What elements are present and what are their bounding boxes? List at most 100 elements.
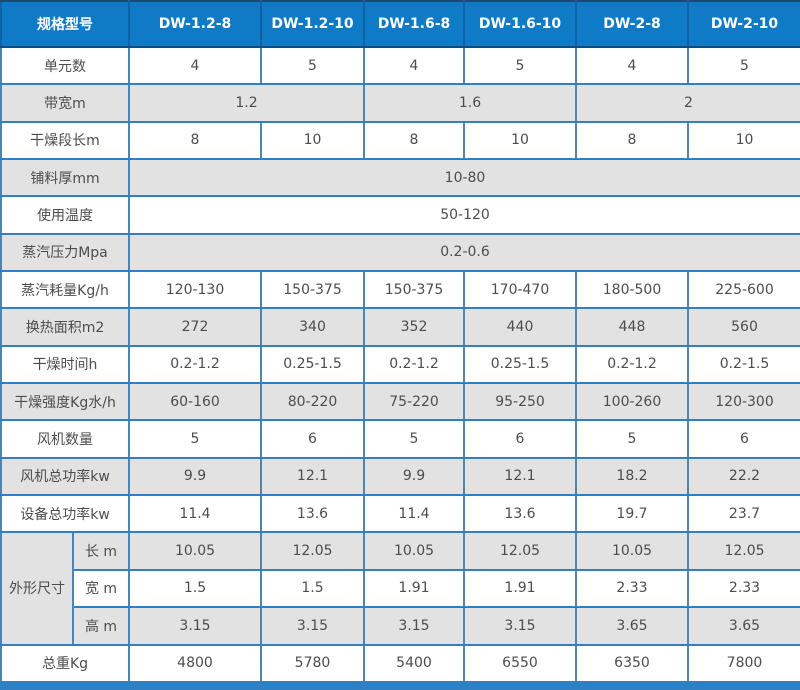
row-label: 干燥段长m bbox=[0, 120, 130, 161]
value-cell: 9.9 bbox=[128, 456, 262, 497]
value-cell: 22.2 bbox=[687, 456, 800, 497]
value-cell: 5 bbox=[463, 45, 577, 86]
row-sublabel: 高 m bbox=[72, 606, 130, 646]
row-heat-exchange-area: 换热面积m2 272 340 352 440 448 560 bbox=[0, 307, 800, 347]
value-cell: 4 bbox=[128, 45, 262, 86]
value-cell: 150-375 bbox=[260, 270, 365, 310]
value-cell: 12.1 bbox=[463, 456, 577, 497]
value-cell: 2 bbox=[575, 83, 800, 123]
value-cell: 3.15 bbox=[260, 606, 365, 646]
value-cell: 180-500 bbox=[575, 270, 689, 310]
value-cell: 75-220 bbox=[363, 382, 465, 422]
value-cell: 1.5 bbox=[128, 568, 262, 609]
header-spec-label: 规格型号 bbox=[0, 0, 130, 48]
row-label: 总重Kg bbox=[0, 643, 130, 683]
value-cell: 60-160 bbox=[128, 382, 262, 422]
row-label: 换热面积m2 bbox=[0, 307, 130, 347]
row-steam-pressure: 蒸汽压力Mpa 0.2-0.6 bbox=[0, 232, 800, 273]
value-cell: 3.15 bbox=[363, 606, 465, 646]
value-cell: 225-600 bbox=[687, 270, 800, 310]
value-cell: 1.6 bbox=[363, 83, 577, 123]
value-cell: 12.05 bbox=[687, 531, 800, 571]
value-cell: 3.65 bbox=[687, 606, 800, 646]
value-cell: 8 bbox=[363, 120, 465, 161]
value-cell: 448 bbox=[575, 307, 689, 347]
row-drying-section-length: 干燥段长m 8 10 8 10 8 10 bbox=[0, 120, 800, 161]
value-cell: 3.15 bbox=[128, 606, 262, 646]
value-cell: 5 bbox=[260, 45, 365, 86]
value-cell: 6 bbox=[260, 419, 365, 459]
value-cell: 80-220 bbox=[260, 382, 365, 422]
value-cell: 10 bbox=[260, 120, 365, 161]
value-cell: 6 bbox=[687, 419, 800, 459]
value-cell: 12.05 bbox=[463, 531, 577, 571]
value-cell: 5 bbox=[128, 419, 262, 459]
value-cell: 8 bbox=[575, 120, 689, 161]
value-cell: 2.33 bbox=[687, 568, 800, 609]
value-cell: 120-130 bbox=[128, 270, 262, 310]
value-cell: 2.33 bbox=[575, 568, 689, 609]
value-cell: 120-300 bbox=[687, 382, 800, 422]
value-cell: 3.65 bbox=[575, 606, 689, 646]
row-label: 干燥强度Kg水/h bbox=[0, 382, 130, 422]
row-material-thickness: 铺料厚mm 10-80 bbox=[0, 158, 800, 198]
value-cell: 11.4 bbox=[363, 494, 465, 534]
row-label: 铺料厚mm bbox=[0, 158, 130, 198]
row-label: 蒸汽压力Mpa bbox=[0, 232, 130, 273]
value-cell: 0.25-1.5 bbox=[463, 344, 577, 385]
row-dimension-width: 宽 m 1.5 1.5 1.91 1.91 2.33 2.33 bbox=[1, 568, 800, 609]
value-cell: 5780 bbox=[260, 643, 365, 683]
value-cell: 13.6 bbox=[463, 494, 577, 534]
value-cell: 1.5 bbox=[260, 568, 365, 609]
row-dimension-length: 外形尺寸 长 m 10.05 12.05 10.05 12.05 10.05 1… bbox=[0, 531, 800, 646]
value-cell: 560 bbox=[687, 307, 800, 347]
header-model: DW-1.2-8 bbox=[128, 0, 262, 48]
value-cell: 10.05 bbox=[363, 531, 465, 571]
header-model: DW-1.2-10 bbox=[260, 0, 365, 48]
row-drying-time: 干燥时间h 0.2-1.2 0.25-1.5 0.2-1.2 0.25-1.5 … bbox=[0, 344, 800, 385]
row-label-dimensions: 外形尺寸 bbox=[0, 531, 74, 646]
row-operating-temperature: 使用温度 50-120 bbox=[0, 195, 800, 235]
value-cell: 3.15 bbox=[463, 606, 577, 646]
value-cell: 4 bbox=[363, 45, 465, 86]
value-cell: 0.2-1.2 bbox=[363, 344, 465, 385]
value-cell: 12.05 bbox=[260, 531, 365, 571]
value-cell: 0.2-1.5 bbox=[687, 344, 800, 385]
value-cell: 6350 bbox=[575, 643, 689, 683]
value-cell: 5 bbox=[575, 419, 689, 459]
value-cell: 0.2-1.2 bbox=[128, 344, 262, 385]
value-cell: 10 bbox=[463, 120, 577, 161]
row-belt-width: 带宽m 1.2 1.6 2 bbox=[0, 83, 800, 123]
value-cell: 10-80 bbox=[128, 158, 800, 198]
value-cell: 5400 bbox=[363, 643, 465, 683]
value-cell: 352 bbox=[363, 307, 465, 347]
value-cell: 95-250 bbox=[463, 382, 577, 422]
value-cell: 6 bbox=[463, 419, 577, 459]
value-cell: 4800 bbox=[128, 643, 262, 683]
value-cell: 7800 bbox=[687, 643, 800, 683]
value-cell: 11.4 bbox=[128, 494, 262, 534]
value-cell: 1.91 bbox=[463, 568, 577, 609]
value-cell: 1.2 bbox=[128, 83, 365, 123]
value-cell: 10.05 bbox=[128, 531, 262, 571]
value-cell: 0.25-1.5 bbox=[260, 344, 365, 385]
row-steam-consumption: 蒸汽耗量Kg/h 120-130 150-375 150-375 170-470… bbox=[0, 270, 800, 310]
header-model: DW-2-8 bbox=[575, 0, 689, 48]
value-cell: 340 bbox=[260, 307, 365, 347]
row-label: 带宽m bbox=[0, 83, 130, 123]
value-cell: 440 bbox=[463, 307, 577, 347]
header-model: DW-1.6-8 bbox=[363, 0, 465, 48]
value-cell: 13.6 bbox=[260, 494, 365, 534]
row-total-weight: 总重Kg 4800 5780 5400 6550 6350 7800 bbox=[0, 643, 800, 683]
row-label: 风机数量 bbox=[0, 419, 130, 459]
row-label: 蒸汽耗量Kg/h bbox=[0, 270, 130, 310]
row-drying-intensity: 干燥强度Kg水/h 60-160 80-220 75-220 95-250 10… bbox=[0, 382, 800, 422]
value-cell: 100-260 bbox=[575, 382, 689, 422]
value-cell: 10 bbox=[687, 120, 800, 161]
value-cell: 8 bbox=[128, 120, 262, 161]
row-label: 设备总功率kw bbox=[0, 494, 130, 534]
row-unit-count: 单元数 4 5 4 5 4 5 bbox=[0, 45, 800, 86]
value-cell: 150-375 bbox=[363, 270, 465, 310]
row-equipment-total-power: 设备总功率kw 11.4 13.6 11.4 13.6 19.7 23.7 bbox=[0, 494, 800, 534]
